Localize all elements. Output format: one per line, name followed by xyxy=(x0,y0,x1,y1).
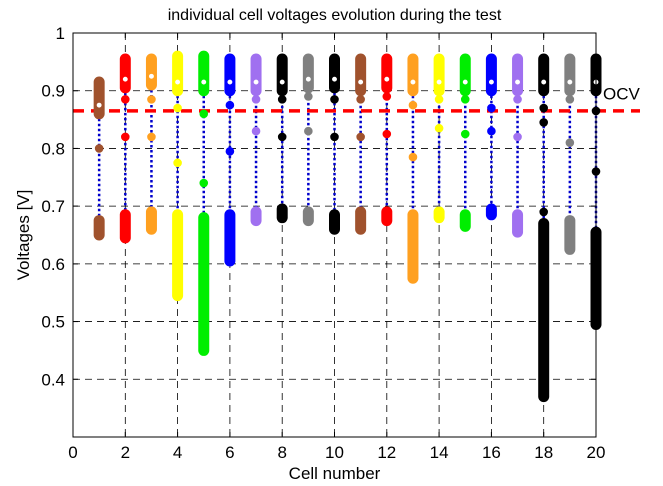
data-point-open xyxy=(435,78,444,87)
data-point xyxy=(277,132,287,142)
grid-lines xyxy=(73,33,596,437)
x-tick-label: 2 xyxy=(121,443,130,462)
y-tick-label: 1 xyxy=(56,24,65,43)
data-point-open xyxy=(304,75,313,84)
data-point-open xyxy=(382,75,391,84)
data-point xyxy=(513,132,522,142)
data-point xyxy=(225,100,235,110)
data-point xyxy=(304,126,313,136)
data-point-open xyxy=(147,72,156,81)
y-tick-label: 0.4 xyxy=(41,370,65,389)
data-point-open xyxy=(487,78,496,87)
y-axis-label: Voltages [V] xyxy=(14,190,33,281)
data-point-open xyxy=(409,78,417,87)
x-tick-label: 12 xyxy=(377,443,396,462)
data-point xyxy=(277,95,287,104)
ocv-label: OCV xyxy=(603,85,641,104)
data-point-open xyxy=(513,78,522,87)
data-point-open xyxy=(565,78,574,87)
data-point xyxy=(382,92,392,101)
data-point xyxy=(460,95,470,104)
x-tick-label: 10 xyxy=(325,443,344,462)
x-tick-label: 20 xyxy=(587,443,606,462)
data-point xyxy=(539,118,549,127)
x-tick-label: 0 xyxy=(68,443,77,462)
data-point xyxy=(147,95,156,104)
data-point-open xyxy=(356,78,365,87)
data-point xyxy=(94,144,104,153)
data-point-open xyxy=(461,78,470,87)
data-point xyxy=(408,152,418,162)
data-point xyxy=(225,147,235,156)
data-point-open xyxy=(173,78,182,87)
y-tick-label: 0.5 xyxy=(41,313,65,332)
data-point-open xyxy=(539,78,548,87)
x-axis-label: Cell number xyxy=(289,464,381,483)
data-point xyxy=(173,103,182,113)
data-point xyxy=(565,138,575,147)
data-point xyxy=(539,207,549,217)
data-point-open xyxy=(225,78,234,87)
data-point xyxy=(460,129,470,139)
data-point xyxy=(304,92,313,101)
data-points xyxy=(93,50,602,403)
y-tick-label: 0.7 xyxy=(41,197,65,216)
data-point-open xyxy=(252,78,260,87)
data-point xyxy=(487,103,496,113)
data-point xyxy=(513,95,522,104)
data-point xyxy=(121,132,130,142)
data-point xyxy=(199,109,209,119)
data-point xyxy=(173,158,182,168)
data-point-open xyxy=(121,75,130,84)
data-point xyxy=(408,100,418,110)
data-point xyxy=(565,95,575,104)
data-point xyxy=(434,95,444,104)
data-point xyxy=(251,95,261,104)
data-point xyxy=(382,129,392,139)
data-point xyxy=(539,103,549,113)
data-point xyxy=(251,126,261,136)
y-tick-label: 0.6 xyxy=(41,255,65,274)
data-point xyxy=(199,178,209,188)
data-point xyxy=(330,95,339,104)
x-tick-label: 18 xyxy=(534,443,553,462)
x-tick-label: 16 xyxy=(482,443,501,462)
x-tick-label: 4 xyxy=(173,443,182,462)
data-point-open xyxy=(95,101,104,110)
data-point xyxy=(356,132,365,142)
x-tick-label: 8 xyxy=(277,443,286,462)
y-tick-label: 0.9 xyxy=(41,82,65,101)
data-point xyxy=(330,132,339,142)
y-tick-label: 0.8 xyxy=(41,139,65,158)
data-point xyxy=(434,123,444,133)
data-point-open xyxy=(278,78,287,87)
data-point xyxy=(487,126,496,136)
data-point xyxy=(356,95,365,104)
chart-title: individual cell voltages evolution durin… xyxy=(168,7,502,24)
axis-ticks: 0 2 4 6 8 10 12 14 16 18 20 0.4 0.5 0.6 0.7 0.8 0.9 1 xyxy=(41,24,605,462)
x-tick-label: 14 xyxy=(430,443,449,462)
data-point xyxy=(147,132,156,142)
x-tick-label: 6 xyxy=(225,443,234,462)
data-point-open xyxy=(330,75,339,84)
data-point-open xyxy=(199,78,208,87)
data-point xyxy=(121,95,130,104)
